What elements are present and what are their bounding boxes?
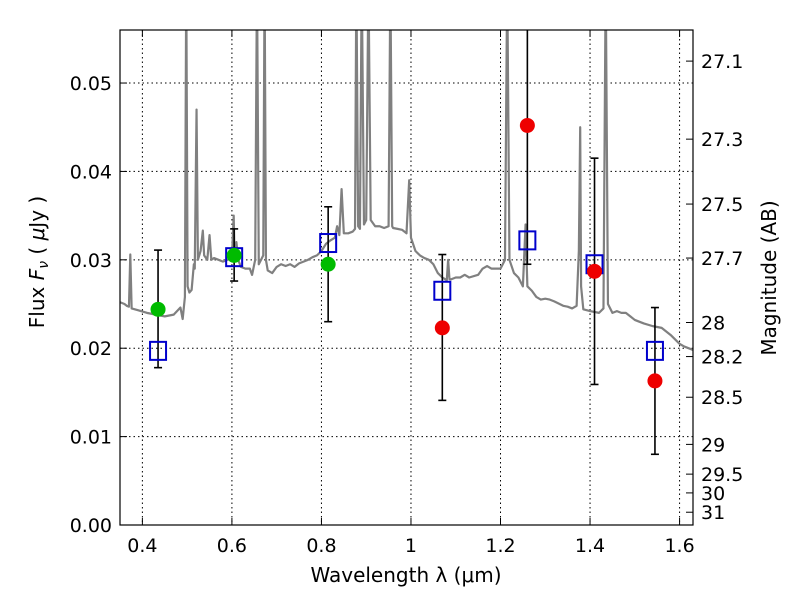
y2-tick-label: 28.5 <box>701 387 743 409</box>
model-flux-box <box>319 233 338 254</box>
x-tick-label: 0.8 <box>306 535 336 557</box>
observed-point-nir <box>647 373 663 389</box>
ticks-layer: 0.4 0.6 0.8 1 1.2 1.4 1.6 0.00 0.01 0.02 0.03 0.04 0… <box>70 30 743 557</box>
y-tick-label: 0.00 <box>70 515 112 537</box>
x-axis-label: Wavelength λ (μm) <box>310 563 501 587</box>
y2-tick-label: 27.3 <box>701 129 743 151</box>
x-tick-label: 0.6 <box>217 535 247 557</box>
x-tick-label: 0.4 <box>127 535 157 557</box>
y2-tick-label: 28 <box>701 313 725 335</box>
y2-tick-label: 29.5 <box>701 464 743 486</box>
model-flux-box <box>433 280 452 301</box>
observed-point-nir <box>434 320 450 336</box>
y2-tick-label: 27.7 <box>701 248 743 270</box>
y-axis-label: Flux Fν ( μJy ) <box>25 196 52 328</box>
x-tick-label: 1.4 <box>575 535 605 557</box>
y2-axis-label: Magnitude (AB) <box>757 200 781 355</box>
model-flux-box <box>518 230 537 251</box>
observed-point-nir <box>519 117 535 133</box>
y-tick-label: 0.03 <box>70 250 112 272</box>
y2-tick-label: 31 <box>701 502 725 524</box>
observed-point-optical <box>320 256 336 272</box>
x-tick-label: 1 <box>405 535 417 557</box>
y-tick-label: 0.05 <box>70 73 112 95</box>
y-tick-label: 0.04 <box>70 161 112 183</box>
y2-tick-label: 27.5 <box>701 194 743 216</box>
spectrum-layer <box>120 30 693 352</box>
model-spectrum-line <box>120 30 693 352</box>
x-tick-label: 1.6 <box>664 535 694 557</box>
x-tick-label: 1.2 <box>485 535 515 557</box>
y-tick-label: 0.01 <box>70 427 112 449</box>
model-flux-box <box>149 340 168 361</box>
marks-layer <box>149 30 664 456</box>
y2-tick-label: 27.1 <box>701 51 743 73</box>
y2-tick-label: 29 <box>701 434 725 456</box>
plot-frame <box>119 29 694 526</box>
y2-tick-label: 28.2 <box>701 347 743 369</box>
y2-tick-label: 30 <box>701 483 725 505</box>
model-flux-box <box>645 340 664 361</box>
y-tick-label: 0.02 <box>70 338 112 360</box>
observed-point-nir <box>587 263 603 279</box>
observed-point-optical <box>150 301 166 317</box>
observed-point-optical <box>226 247 242 263</box>
